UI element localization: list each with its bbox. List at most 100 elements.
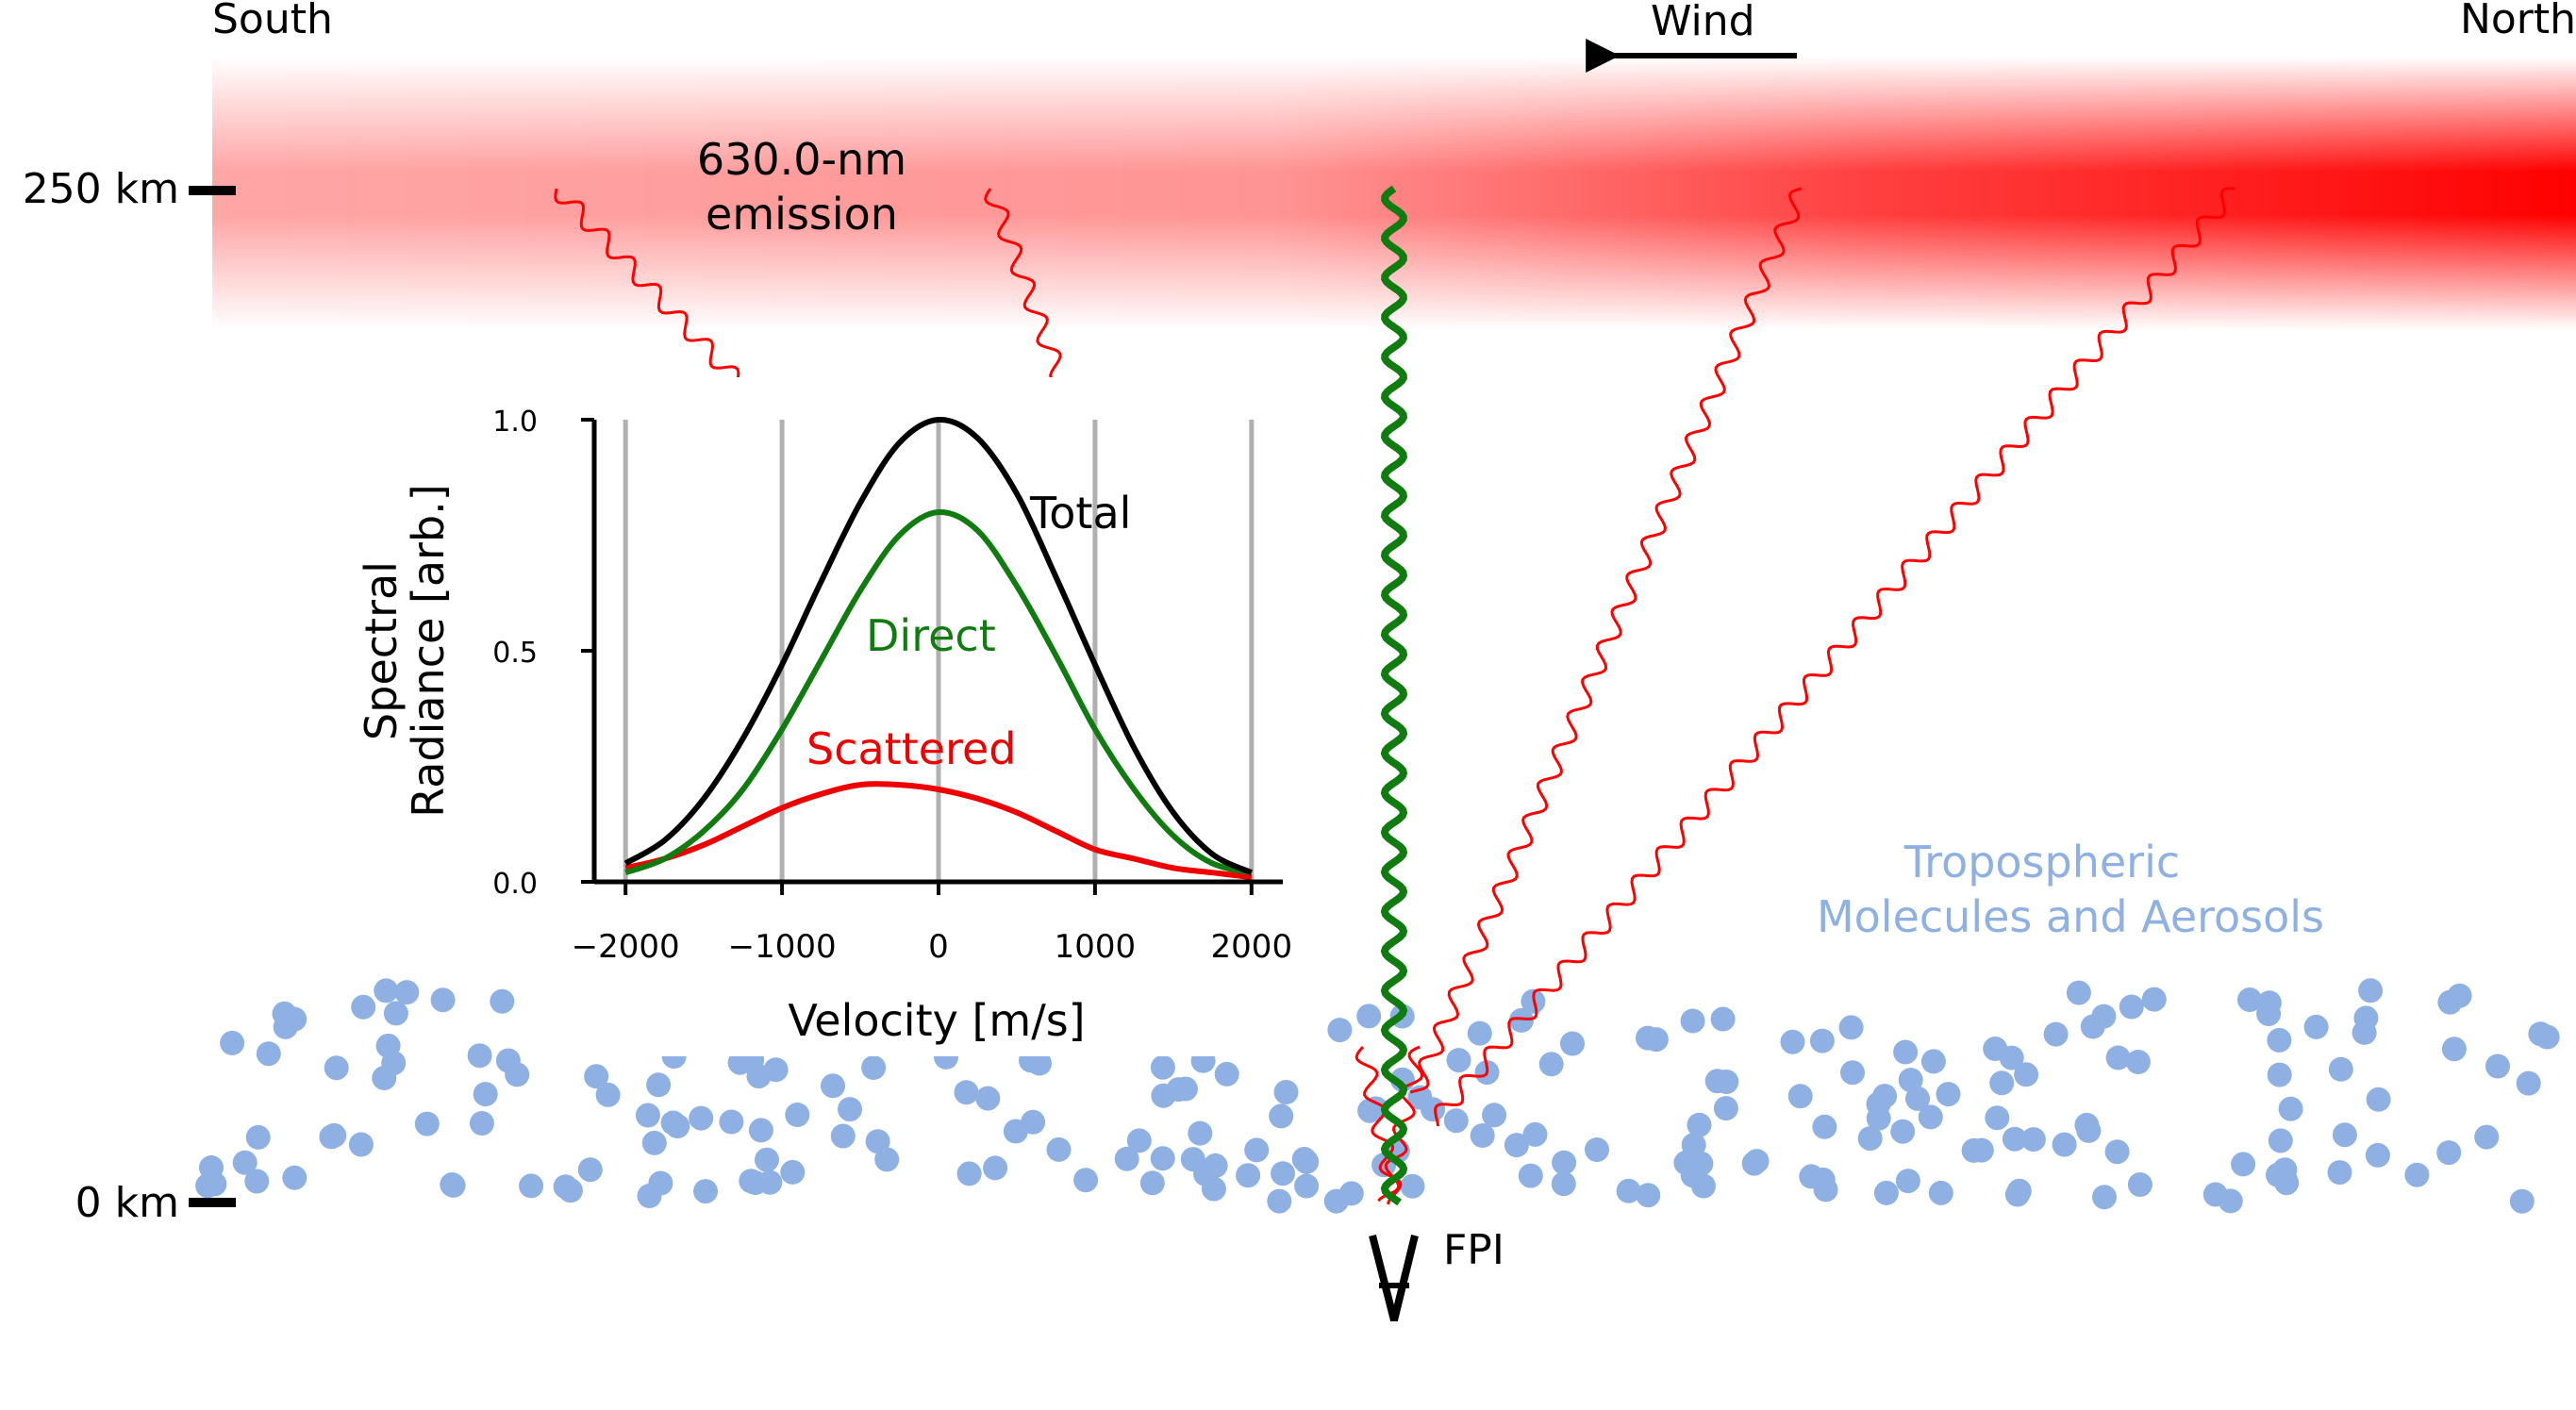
particle xyxy=(954,1080,979,1105)
particle xyxy=(2474,1124,2500,1150)
particle xyxy=(2485,1053,2510,1079)
particle xyxy=(1560,1031,1585,1056)
particle xyxy=(1139,1170,1165,1196)
particle xyxy=(1704,1069,1730,1094)
wind-label: Wind xyxy=(1651,0,1755,45)
particle xyxy=(2002,1126,2027,1152)
particle xyxy=(975,1086,1001,1111)
y-axis-label-line2: Radiance [arb.] xyxy=(403,484,454,818)
particle xyxy=(1890,1119,1916,1144)
particle xyxy=(2268,1128,2293,1153)
particle xyxy=(1267,1188,1292,1214)
particle xyxy=(1269,1103,1294,1129)
particle xyxy=(244,1169,270,1194)
particle xyxy=(1838,1015,1864,1040)
particle xyxy=(1291,1147,1317,1171)
particle xyxy=(1126,1128,1152,1153)
particle xyxy=(748,1118,773,1143)
particle xyxy=(689,1105,714,1131)
particle xyxy=(245,1124,271,1150)
particle xyxy=(2358,978,2384,1004)
fpi-label: FPI xyxy=(1443,1226,1504,1274)
particle xyxy=(2256,1002,2282,1026)
y-tick-label: 0.5 xyxy=(492,637,538,670)
altitude-0km-label: 0 km xyxy=(75,1179,179,1227)
particle xyxy=(1467,1020,1492,1046)
particle xyxy=(646,1072,672,1098)
particle xyxy=(348,1132,374,1157)
particle xyxy=(2366,1087,2391,1112)
particle xyxy=(1552,1150,1577,1175)
particle xyxy=(665,1114,690,1138)
particle xyxy=(1046,1136,1072,1162)
emission-label-line2: emission xyxy=(706,189,898,240)
particle xyxy=(2365,1142,2390,1168)
particle xyxy=(319,1124,344,1150)
particle xyxy=(220,1030,245,1055)
emission-label-line1: 630.0-nm xyxy=(697,134,906,185)
particle xyxy=(1969,1137,1994,1163)
particle xyxy=(2125,1050,2151,1074)
particle xyxy=(282,1165,307,1190)
particle xyxy=(1999,1045,2024,1070)
particle xyxy=(838,1097,862,1122)
particle xyxy=(2141,987,2167,1012)
particle xyxy=(2266,1162,2290,1187)
particle xyxy=(324,1055,349,1081)
particle xyxy=(1327,1018,1353,1043)
particle xyxy=(983,1155,1008,1181)
particle xyxy=(490,988,515,1014)
north-label: North xyxy=(2460,0,2576,43)
particle xyxy=(1151,1083,1176,1108)
particle xyxy=(1443,1108,1469,1134)
particle xyxy=(2052,1132,2077,1157)
ray-north-far xyxy=(1434,187,2236,1127)
particle xyxy=(584,1064,609,1089)
particle xyxy=(693,1179,718,1204)
particle xyxy=(1812,1114,1837,1139)
particle xyxy=(1150,1146,1175,1171)
particle xyxy=(595,1082,621,1107)
particle xyxy=(2509,1188,2534,1214)
particle xyxy=(1799,1164,1824,1189)
particle xyxy=(375,1033,401,1058)
particle xyxy=(2014,1062,2039,1087)
x-tick-label: −2000 xyxy=(572,928,680,966)
particle xyxy=(2352,1020,2377,1045)
series-label-scattered: Scattered xyxy=(806,723,1016,774)
particle xyxy=(1585,1137,1609,1162)
particle xyxy=(473,1082,498,1107)
particle xyxy=(1710,1006,1736,1032)
particle xyxy=(780,1159,806,1185)
series-line-scattered xyxy=(624,781,1253,881)
particle xyxy=(430,987,456,1013)
particle xyxy=(440,1172,466,1198)
chart-ticks: −2000 −1000 0 1000 2000 0.0 0.5 1.0 xyxy=(492,406,1292,966)
particle xyxy=(874,1147,900,1172)
particle xyxy=(2441,1037,2467,1062)
series-label-total: Total xyxy=(1029,488,1131,539)
particle xyxy=(1470,1123,1495,1148)
particle xyxy=(351,994,376,1020)
particle xyxy=(1840,1060,1865,1086)
particle xyxy=(199,1155,224,1180)
series-label-direct: Direct xyxy=(866,610,996,661)
particle xyxy=(519,1173,544,1199)
particle xyxy=(383,1001,408,1026)
particle xyxy=(1244,1137,1270,1163)
particle xyxy=(2267,1027,2292,1053)
series-line-total xyxy=(623,416,1254,875)
x-tick-label: −1000 xyxy=(728,928,837,966)
ray-north-near xyxy=(1409,187,1803,1094)
y-axis-label-line1: Spectral xyxy=(356,561,407,740)
particle xyxy=(1538,1052,1564,1077)
particle xyxy=(785,1103,810,1127)
particle xyxy=(1687,1112,1712,1137)
particle xyxy=(2119,994,2144,1020)
chart-curves xyxy=(623,416,1254,881)
particle xyxy=(2328,1056,2353,1082)
particle xyxy=(1920,1049,1946,1074)
particle xyxy=(2092,1185,2117,1210)
particle xyxy=(1073,1168,1099,1193)
particle xyxy=(821,1073,845,1099)
